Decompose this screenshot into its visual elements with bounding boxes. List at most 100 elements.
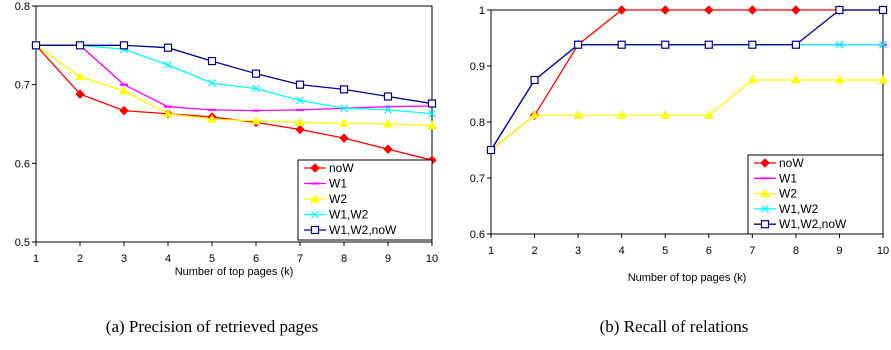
precision-series-line	[36, 44, 433, 112]
precision-data-point	[75, 41, 85, 50]
precision-xtick-label: 4	[165, 253, 171, 265]
recall-data-point	[747, 74, 758, 84]
precision-legend-marker	[310, 225, 320, 235]
recall-data-point	[704, 5, 714, 15]
recall-data-point	[747, 5, 758, 15]
recall-data-point	[617, 40, 626, 49]
precision-series-line	[36, 44, 433, 115]
precision-legend-marker	[310, 193, 320, 203]
recall-ytick-label: 1	[479, 5, 485, 17]
recall-data-point	[834, 74, 845, 84]
recall-series-line	[490, 9, 883, 151]
precision-data-point	[75, 89, 85, 99]
precision-data-point	[383, 144, 393, 154]
recall-data-point	[616, 110, 627, 119]
recall-data-point	[660, 110, 671, 119]
precision-data-point	[295, 117, 305, 126]
precision-xtick-label: 10	[426, 253, 438, 265]
precision-data-point	[163, 43, 173, 52]
recall-data-point	[529, 110, 540, 119]
precision-data-point	[295, 124, 305, 135]
chart-recall: 0.6 0.7 0.8 0.9 1 1 2 3 4 5 6 7 8 9 10 Number of top pa…	[470, 5, 889, 336]
precision-data-point	[251, 69, 261, 78]
recall-legend-marker	[760, 220, 770, 229]
precision-data-point	[119, 105, 129, 116]
recall-data-point	[530, 75, 539, 85]
recall-data-point	[878, 74, 888, 84]
recall-series-line	[490, 44, 883, 151]
recall-data-point	[660, 5, 670, 15]
precision-data-point	[164, 61, 172, 69]
precision-data-point	[383, 118, 393, 128]
precision-xtick-label: 6	[253, 253, 259, 265]
recall-data-point	[878, 5, 888, 15]
recall-legend-box	[747, 154, 884, 235]
recall-ytick-label: 0.9	[470, 61, 485, 73]
recall-xtick-label: 2	[531, 245, 537, 257]
recall-legend-label: noW	[779, 156, 804, 170]
recall-xtick-label: 3	[575, 245, 581, 257]
precision-data-point	[384, 105, 392, 114]
precision-series-line	[36, 44, 433, 105]
precision-data-point	[427, 99, 437, 108]
precision-data-point	[119, 85, 129, 95]
precision-data-point	[119, 41, 129, 50]
precision-data-point	[163, 108, 173, 118]
precision-legend-label: W1,W2,noW	[329, 223, 397, 237]
recall-xtick-label: 5	[662, 245, 668, 257]
recall-xtick-label: 4	[619, 245, 625, 257]
precision-data-point	[296, 96, 304, 105]
precision-xtick-label: 9	[385, 253, 391, 265]
recall-data-point	[748, 40, 757, 49]
precision-data-point	[428, 109, 436, 118]
recall-data-point	[574, 40, 583, 49]
precision-legend-label: W1	[329, 177, 347, 191]
recall-ytick-label: 0.7	[470, 173, 485, 185]
recall-legend-marker	[760, 158, 770, 168]
recall-data-point	[703, 110, 714, 119]
recall-ytick-label: 0.6	[470, 229, 485, 241]
recall-xtick-label: 6	[706, 245, 712, 257]
precision-series-line	[35, 44, 433, 161]
recall-legend-label: W2	[779, 187, 797, 201]
recall-xtick-label: 7	[749, 245, 755, 257]
precision-legend-label: noW	[329, 161, 354, 175]
precision-data-point	[427, 120, 437, 130]
precision-xtick-label: 2	[77, 253, 83, 265]
precision-ytick-label: 0.8	[15, 1, 30, 13]
recall-caption: (b) Recall of relations	[600, 317, 749, 336]
recall-xtick-label: 1	[488, 245, 494, 257]
recall-data-point	[791, 40, 800, 49]
precision-xtick-label: 5	[209, 253, 215, 265]
precision-xtick-label: 7	[297, 253, 303, 265]
precision-xaxis-label: Number of top pages (k)	[175, 266, 294, 278]
precision-data-point	[295, 80, 305, 89]
precision-data-point	[340, 104, 348, 113]
recall-xtick-label: 10	[877, 245, 889, 257]
precision-data-point	[252, 84, 260, 93]
precision-data-point	[207, 114, 217, 123]
recall-data-point	[835, 40, 844, 49]
precision-xtick-label: 3	[121, 253, 127, 265]
recall-legend-label: W1,W2	[779, 202, 819, 216]
precision-data-point	[31, 41, 41, 50]
precision-legend-label: W1,W2	[329, 208, 369, 222]
recall-legend-label: W1,W2,noW	[779, 217, 847, 231]
recall-ytick-label: 0.8	[470, 117, 485, 129]
recall-xaxis-label: Number of top pages (k)	[628, 272, 747, 284]
recall-series-line	[490, 9, 883, 151]
recall-data-point	[835, 5, 844, 15]
recall-legend-label: W1	[779, 171, 797, 185]
precision-ytick-label: 0.7	[15, 80, 30, 92]
recall-legend-marker	[760, 188, 770, 198]
precision-legend-box	[297, 159, 433, 241]
recall-series-line	[490, 79, 883, 151]
precision-ytick-label: 0.6	[15, 158, 30, 170]
recall-data-point	[486, 145, 496, 155]
recall-data-point	[616, 5, 627, 15]
recall-data-point	[791, 5, 801, 15]
recall-data-point	[661, 40, 670, 49]
